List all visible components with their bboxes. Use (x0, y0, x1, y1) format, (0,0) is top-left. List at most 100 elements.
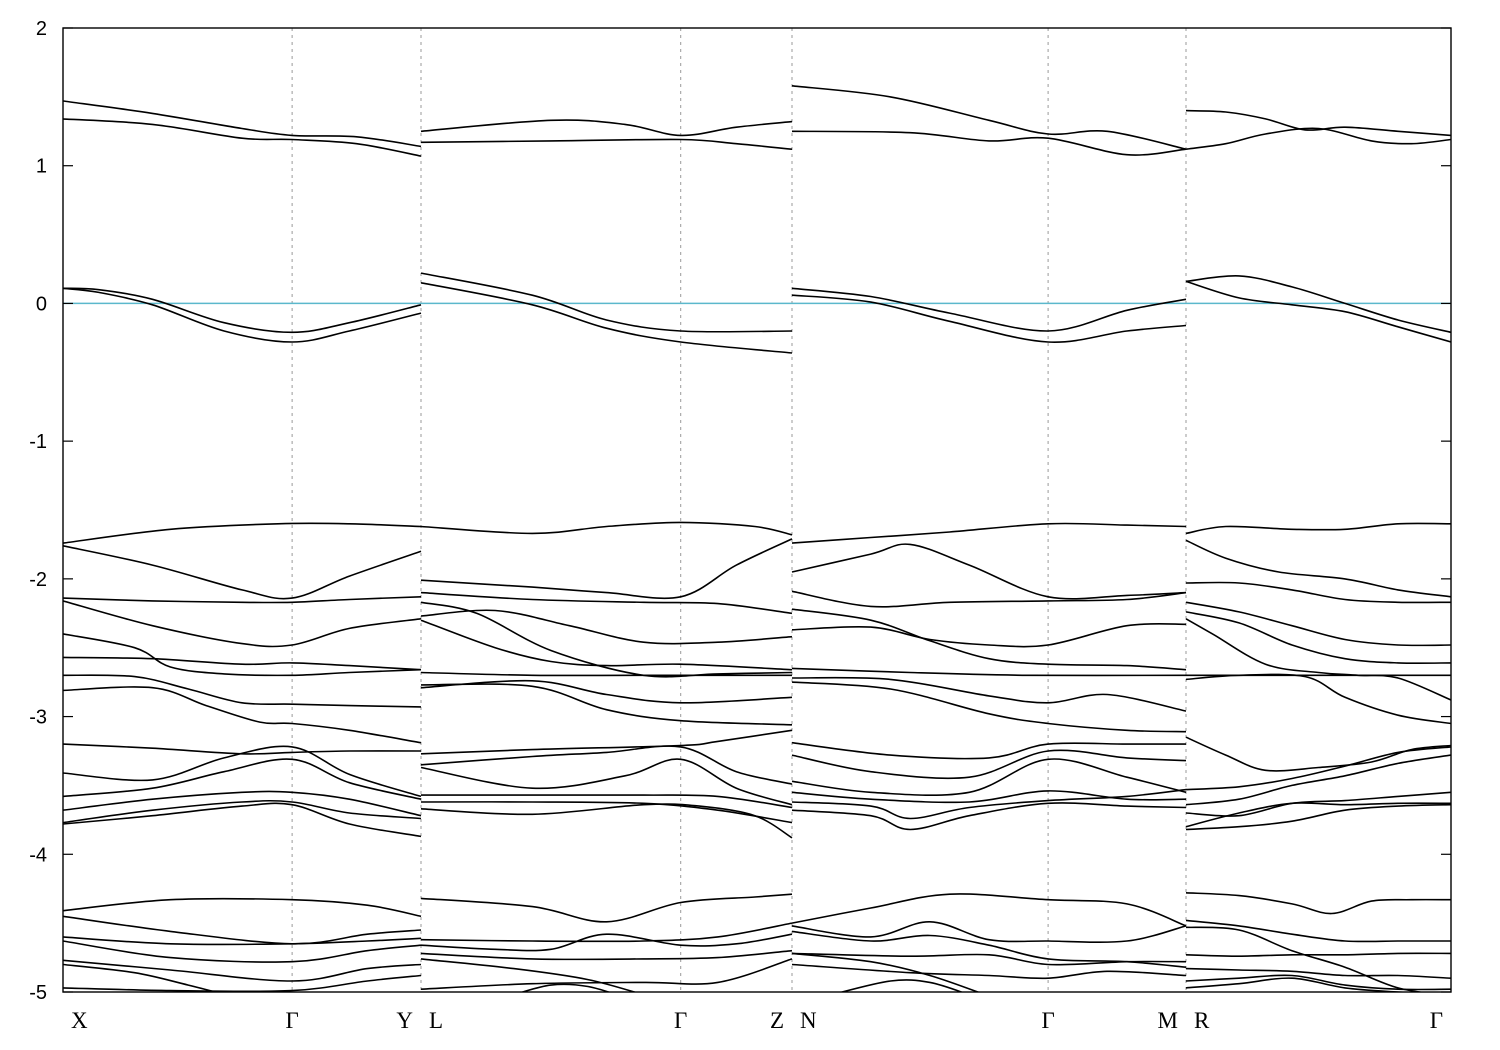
band-line (420, 138, 793, 150)
band-line (791, 963, 1187, 980)
y-tick-label: -4 (29, 844, 47, 866)
band-line (63, 802, 422, 838)
y-tick-label: -5 (29, 982, 47, 1004)
band-line (1185, 967, 1451, 979)
band-line (1185, 754, 1451, 806)
band-line (791, 543, 1187, 600)
band-line (1185, 892, 1451, 915)
band-line (63, 100, 422, 148)
band-line (63, 633, 422, 677)
y-tick-label: 2 (36, 18, 47, 40)
band-line (791, 130, 1187, 156)
band-line (420, 745, 793, 785)
x-tick-label: Γ (285, 1008, 298, 1033)
band-line (1185, 109, 1451, 137)
band-line (420, 538, 793, 600)
x-tick-label: R (1194, 1008, 1210, 1033)
band-line (791, 749, 1187, 780)
band-line (63, 596, 422, 604)
band-line (791, 802, 1187, 831)
band-line (1185, 618, 1451, 701)
band-line (63, 287, 422, 334)
x-tick-label: Y (396, 1008, 413, 1033)
band-line (791, 608, 1187, 671)
band-line (420, 758, 793, 806)
band-line (420, 933, 793, 952)
band-line (1185, 746, 1451, 791)
band-line (63, 790, 422, 817)
x-tick-label: Γ (674, 1008, 687, 1033)
band-line (420, 893, 793, 923)
band-line (1185, 611, 1451, 665)
band-line (420, 119, 793, 137)
band-line (63, 674, 422, 708)
x-tick-label: N (800, 1008, 817, 1033)
band-line (63, 915, 422, 945)
band-line (420, 671, 792, 677)
band-line (420, 683, 793, 726)
band-line (791, 741, 1186, 760)
band-lines (63, 85, 1451, 992)
band-line (791, 676, 1187, 712)
band-line (63, 959, 422, 982)
band-line (420, 282, 793, 354)
y-tick-label: 1 (36, 156, 47, 178)
band-line (1185, 791, 1451, 817)
band-line (1185, 952, 1451, 957)
band-line (63, 118, 422, 157)
band-line (791, 952, 981, 992)
band-line (1185, 977, 1412, 992)
band-line (63, 656, 422, 671)
band-line (63, 963, 219, 992)
band-line (420, 922, 793, 943)
band-line (1185, 280, 1451, 343)
band-line (791, 622, 1187, 648)
x-tick-label: Γ (1041, 1008, 1054, 1033)
x-tick-label: Z (770, 1008, 784, 1033)
band-line (1185, 673, 1451, 725)
band-line (63, 287, 422, 343)
band-line (1185, 581, 1451, 604)
band-line (420, 794, 793, 809)
band-line (1185, 803, 1451, 831)
band-line (1185, 974, 1451, 991)
x-tick-label: M (1158, 1008, 1178, 1033)
band-line (63, 522, 422, 544)
x-tick-label: Γ (1430, 1008, 1443, 1033)
vertical-gridlines (291, 28, 1187, 992)
band-line (420, 958, 793, 990)
x-tick-label: L (429, 1008, 443, 1033)
band-line (420, 619, 793, 671)
band-line (1185, 127, 1451, 150)
band-line (791, 681, 1187, 733)
band-line (1185, 802, 1451, 828)
band-line (63, 799, 422, 824)
band-line (420, 801, 793, 824)
band-line (791, 85, 1187, 150)
band-line (63, 974, 422, 992)
band-line (63, 600, 422, 648)
band-line (791, 522, 1187, 544)
band-line (791, 758, 1187, 797)
plot-frame (62, 27, 1452, 993)
band-line (1185, 539, 1451, 598)
band-line (791, 920, 1187, 944)
band-line (63, 758, 422, 800)
band-line (791, 790, 1187, 804)
band-line (1185, 919, 1451, 943)
y-tick-label: -2 (29, 569, 47, 591)
band-line (420, 949, 793, 961)
band-line (791, 893, 1187, 927)
band-line (63, 897, 422, 918)
band-line (1185, 601, 1451, 647)
band-line (1185, 736, 1451, 772)
band-line (520, 983, 612, 992)
band-line (420, 609, 793, 645)
band-line (63, 936, 422, 946)
y-tick-label: 0 (36, 293, 47, 315)
band-line (63, 743, 422, 755)
band-line (420, 679, 793, 704)
axis-ticks (63, 27, 1451, 993)
